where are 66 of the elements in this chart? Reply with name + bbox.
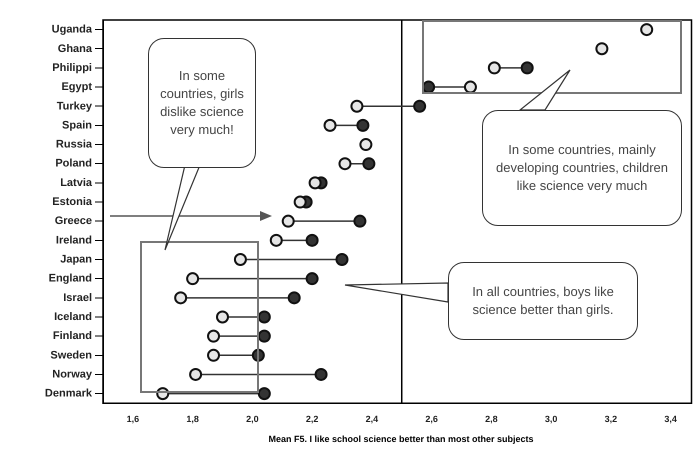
speech-bubble: In some countries, mainly developing countries, children like science very much [482,110,682,226]
y-tick-label: Ghana [58,42,93,55]
point [338,157,352,170]
point [488,61,501,74]
y-tick-label: Egypt [61,81,92,94]
point [324,118,337,132]
y-tick-label: Poland [55,158,92,170]
point [282,214,295,228]
point [356,118,370,132]
x-tick-label: 3,4 [664,414,677,424]
point [207,330,220,343]
point [234,253,247,266]
point [359,138,372,152]
y-tick-label: Denmark [44,388,93,400]
point [362,157,376,170]
y-tick-label: Russia [56,138,93,151]
point [258,310,271,324]
y-tick-label: Turkey [56,100,93,112]
y-tick-label: Sweden [50,349,92,362]
x-tick-label: 3,2 [604,414,618,424]
x-tick-label: 1,6 [126,414,140,424]
point [520,61,534,74]
x-tick-label: 3,0 [544,414,558,424]
point [350,100,364,113]
y-tick-label: Israel [63,292,92,304]
point [308,176,322,190]
speech-bubble: In all countries, boys like science better than girls. [448,262,638,340]
x-tick-label: 2,0 [246,414,259,424]
point [207,348,220,362]
speech-bubble: In some countries, girls dislike science very much! [148,38,256,168]
y-tick-label: Norway [52,368,93,380]
x-tick-label: 2,2 [306,414,318,424]
y-tick-label: Greece [54,215,92,228]
point [314,368,328,381]
y-tick-label: Finland [52,330,92,342]
y-tick-label: Estonia [52,196,93,208]
point [216,310,229,324]
point [189,368,202,381]
y-tick-label: Uganda [52,24,93,36]
y-tick-label: Iceland [54,311,92,324]
point [640,23,654,36]
point [270,234,283,247]
x-tick-label: 2,4 [366,414,378,424]
y-tick-label: Latvia [60,176,93,189]
x-tick-label: 2,8 [485,414,498,424]
point [464,80,477,94]
y-tick-label: Philippi [52,62,92,74]
point [288,291,301,304]
y-tick-label: Spain [62,119,92,132]
y-tick-label: Japan [60,254,92,266]
x-axis-title: Mean F5. I like school science better than most other subjects [267,434,535,444]
point [413,100,426,113]
point [335,253,348,266]
point [258,330,271,343]
y-tick-label: Ireland [56,234,92,246]
point [353,214,366,228]
point [258,387,271,400]
point [306,234,319,247]
point [306,272,319,286]
y-tick-label: England [48,272,92,285]
point [294,196,307,209]
x-tick-label: 2,6 [425,414,438,424]
point [174,291,188,304]
point [595,42,608,56]
point [186,272,200,286]
x-tick-label: 1,8 [186,414,199,424]
